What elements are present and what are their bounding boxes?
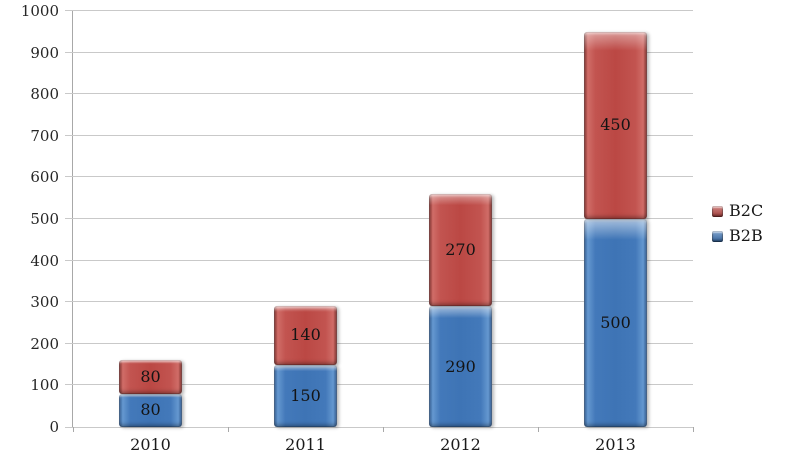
y-axis-tick-label: 800: [30, 85, 59, 104]
bar-segment-b2c-2012: 270: [429, 194, 492, 307]
x-axis-tick: [693, 427, 694, 432]
legend-item-b2c: B2C: [712, 203, 763, 219]
bar-data-label: 140: [290, 325, 321, 345]
legend-label: B2B: [729, 226, 763, 245]
y-axis: 0 100 200 300 400 500 600 700 800 900 1000: [0, 2, 62, 436]
gridline: [65, 10, 693, 11]
bar-data-label: 150: [290, 385, 321, 405]
x-axis-category-label: 2012: [440, 435, 481, 454]
legend-marker-b2c: [712, 205, 723, 217]
x-axis-category-label: 2010: [130, 435, 171, 454]
gridline: [65, 301, 693, 303]
y-axis-tick-label: 400: [30, 251, 59, 270]
y-axis-tick-label: 100: [30, 376, 59, 395]
y-axis-tick-label: 700: [30, 126, 59, 145]
bar-data-label: 270: [445, 240, 476, 260]
gridline: [65, 259, 693, 261]
y-axis-tick-label: 1000: [20, 2, 59, 20]
bar-data-label: 80: [140, 367, 161, 387]
gridline: [65, 51, 693, 53]
legend: B2C B2B: [712, 203, 763, 253]
plot-area: 80 80 2010 150 140 2011 290 270 2012 500 450 2013: [65, 10, 694, 454]
x-axis-tick: [538, 427, 539, 432]
bar-data-label: 500: [600, 313, 631, 332]
bar-data-label: 80: [140, 400, 161, 420]
bar-data-label: 290: [445, 356, 476, 376]
x-axis-category-label: 2013: [595, 435, 636, 454]
legend-label: B2C: [729, 201, 764, 220]
bar-segment-b2b-2013: 500: [584, 219, 647, 427]
gridline: [65, 342, 693, 344]
x-axis-tick: [383, 427, 384, 432]
x-axis-category-label: 2011: [285, 435, 326, 454]
bar-segment-b2b-2010: 80: [119, 393, 182, 427]
legend-item-b2b: B2B: [712, 228, 763, 244]
bar-segment-b2c-2011: 140: [274, 306, 337, 365]
legend-marker-b2b: [712, 230, 723, 242]
bar-data-label: 450: [600, 115, 631, 135]
bar-segment-b2b-2012: 290: [429, 306, 492, 427]
y-axis-tick-label: 600: [30, 168, 59, 187]
bar-segment-b2c-2010: 80: [119, 360, 182, 394]
y-axis-tick-label: 300: [30, 293, 59, 312]
gridline: [65, 427, 693, 428]
gridline: [65, 93, 693, 95]
gridline: [65, 384, 693, 386]
x-axis-tick: [73, 427, 74, 432]
bar-segment-b2b-2011: 150: [274, 364, 337, 427]
bar-segment-b2c-2013: 450: [584, 31, 647, 219]
y-axis-tick-label: 500: [30, 210, 59, 228]
gridline: [65, 176, 693, 178]
y-axis-tick-label: 0: [49, 418, 59, 436]
gridline: [65, 218, 693, 219]
gridline: [65, 134, 693, 136]
y-axis-tick-label: 900: [30, 43, 59, 62]
x-axis-tick: [228, 427, 229, 432]
y-axis-tick-label: 200: [30, 334, 59, 353]
